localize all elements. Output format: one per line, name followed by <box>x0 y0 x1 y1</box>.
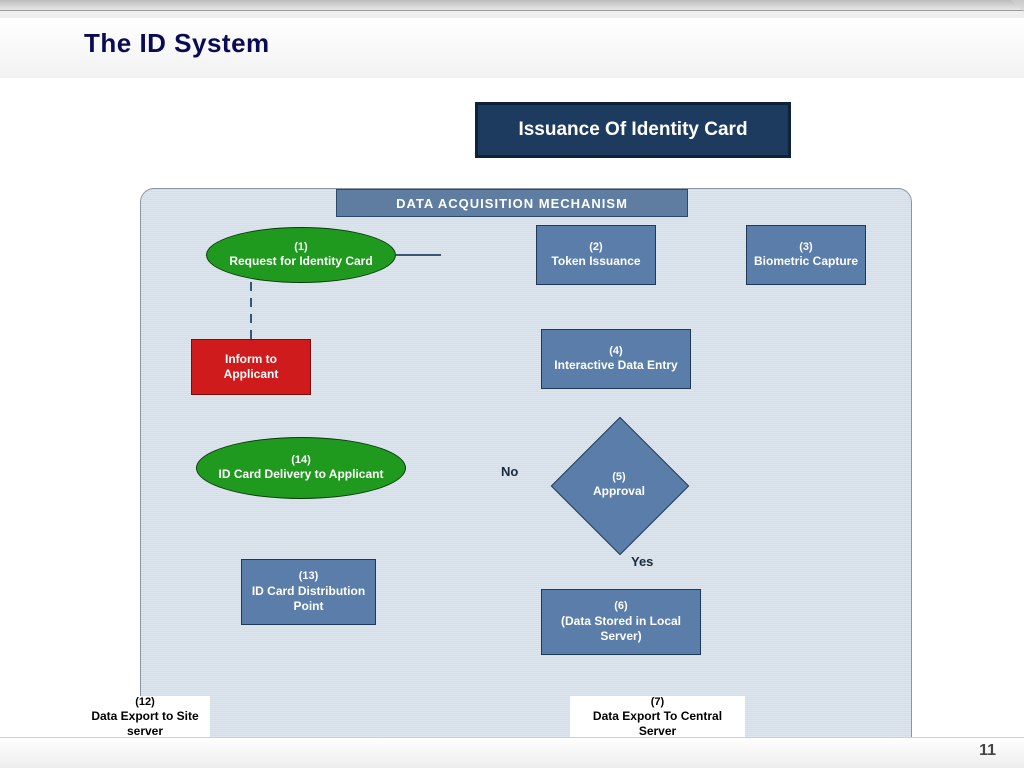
diagram-canvas: Issuance Of Identity Card DATA ACQUISITI… <box>0 78 1024 738</box>
page-title: The ID System <box>84 28 270 59</box>
node-n5: (5)Approval <box>571 437 667 533</box>
node-n6: (6)(Data Stored in Local Server) <box>541 589 701 655</box>
node-n13: (13)ID Card Distribution Point <box>241 559 376 625</box>
label-data-export-site: (12) Data Export to Site server <box>80 696 210 739</box>
edge-label-yes: Yes <box>631 554 653 569</box>
label-data-export-central: (7) Data Export To Central Server <box>570 696 745 739</box>
edge-label-no: No <box>501 464 518 479</box>
panel-header: DATA ACQUISITION MECHANISM <box>336 189 688 217</box>
edge-dash_left_long <box>141 324 241 339</box>
node-n1: (1)Request for Identity Card <box>206 227 396 283</box>
node-inform: Inform to Applicant <box>191 339 311 395</box>
node-n2: (2)Token Issuance <box>536 225 656 285</box>
node-n4: (4)Interactive Data Entry <box>541 329 691 389</box>
banner-title: Issuance Of Identity Card <box>475 102 791 158</box>
page-number: 11 <box>979 742 996 760</box>
flow-panel: DATA ACQUISITION MECHANISM (1)Request fo… <box>140 188 912 750</box>
node-n3: (3)Biometric Capture <box>746 225 866 285</box>
node-n14: (14)ID Card Delivery to Applicant <box>196 437 406 499</box>
